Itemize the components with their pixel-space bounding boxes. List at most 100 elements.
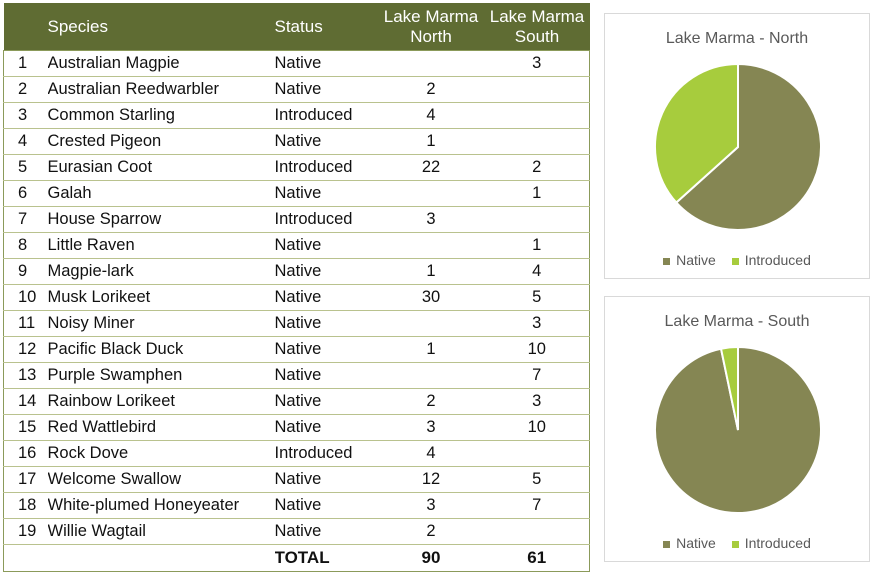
pie-slice-introduced [654,62,739,204]
species-name: Rock Dove [47,440,275,467]
header-species: Species [47,3,275,51]
south-count [484,206,590,233]
header-south-line-1: Lake Marma [489,6,585,26]
pie-slice-introduced [719,345,739,431]
status-value: Native [274,258,378,285]
total-north: 90 [421,548,441,567]
species-name: Rainbow Lorikeet [47,388,275,415]
table-row: 11 Noisy Miner Native 3 [3,310,590,337]
total-blank [48,545,275,572]
north-count: 1 [377,258,485,285]
north-count: 2 [377,76,485,103]
south-count [484,76,590,103]
north-pie-chart: Lake Marma - North Native Introduced [604,13,870,279]
legend-native-swatch [663,257,671,265]
north-count: 3 [377,206,485,233]
south-count: 3 [484,388,590,415]
south-count [484,128,590,155]
south-count: 7 [484,362,590,389]
table-row: 12 Pacific Black Duck Native 1 10 [3,336,590,363]
table-row: 14 Rainbow Lorikeet Native 2 3 [3,388,590,415]
species-name: Common Starling [47,102,275,129]
status-value: Native [274,336,378,363]
total-south: 61 [527,548,547,567]
legend-native-swatch [663,540,671,548]
total-row: TOTAL 90 61 [4,545,590,572]
north-count: 3 [377,492,485,519]
bird-species-table: Species Status Lake Marma North Lake Mar… [3,3,590,572]
table-row: 19 Willie Wagtail Native 2 [3,518,590,545]
row-number: 10 [3,284,48,311]
legend-native: Native [663,252,716,268]
north-count [377,310,485,337]
species-name: Magpie-lark [47,258,275,285]
row-number: 15 [3,414,48,441]
species-name: Musk Lorikeet [47,284,275,311]
north-count: 1 [377,128,485,155]
status-value: Native [274,518,378,545]
row-number: 14 [3,388,48,415]
status-value: Introduced [274,440,378,467]
table-row: 4 Crested Pigeon Native 1 [3,128,590,155]
species-name: Galah [47,180,275,207]
north-chart-legend: Native Introduced [605,252,869,268]
status-value: Native [274,76,378,103]
species-name: Red Wattlebird [47,414,275,441]
row-number: 16 [3,440,48,467]
status-value: Native [274,362,378,389]
row-number: 6 [3,180,48,207]
table-row: 18 White-plumed Honeyeater Native 3 7 [3,492,590,519]
north-count: 12 [377,466,485,493]
status-value: Native [274,284,378,311]
row-number: 18 [3,492,48,519]
south-count: 1 [484,232,590,259]
status-value: Native [274,492,378,519]
total-blank [4,545,48,572]
south-chart-title: Lake Marma - South [664,313,810,330]
row-number: 7 [3,206,48,233]
south-count: 10 [484,414,590,441]
header-south-line-2: South [514,26,560,46]
south-pie-chart: Lake Marma - South Native Introduced [604,296,870,562]
status-value: Introduced [274,206,378,233]
table-row: 10 Musk Lorikeet Native 30 5 [3,284,590,311]
row-number: 2 [3,76,48,103]
north-count: 2 [377,518,485,545]
legend-introduced-label: Introduced [744,252,811,268]
south-count [484,440,590,467]
row-number: 5 [3,154,48,181]
table-row: 9 Magpie-lark Native 1 4 [3,258,590,285]
south-count: 4 [484,258,590,285]
status-value: Native [274,180,378,207]
row-number: 11 [3,310,48,337]
legend-introduced: Introduced [731,535,811,551]
species-name: White-plumed Honeyeater [47,492,275,519]
north-pie-svg [654,62,822,231]
table-body: 1 Australian Magpie Native 3 2 Australian Ree… [3,50,590,572]
table-row: 6 Galah Native 1 [3,180,590,207]
table-row: 13 Purple Swamphen Native 7 [3,362,590,389]
species-name: Crested Pigeon [47,128,275,155]
header-number [3,3,48,51]
pie-slice-native [674,62,822,231]
south-count: 10 [484,336,590,363]
status-value: Native [274,388,378,415]
south-pie-svg [654,345,822,514]
species-name: Purple Swamphen [47,362,275,389]
row-number: 3 [3,102,48,129]
table-row: 2 Australian Reedwarbler Native 2 [3,76,590,103]
row-number: 17 [3,466,48,493]
header-status: Status [274,3,378,51]
status-value: Native [274,50,378,77]
header-north-line-1: Lake Marma [383,6,479,26]
species-name: Willie Wagtail [47,518,275,545]
table-header-row: Species Status Lake Marma North Lake Mar… [3,3,590,51]
status-value: Native [274,414,378,441]
status-value: Native [274,128,378,155]
north-count [377,362,485,389]
south-count: 5 [484,284,590,311]
species-name: Little Raven [47,232,275,259]
status-value: Introduced [274,154,378,181]
table-row: 3 Common Starling Introduced 4 [3,102,590,129]
header-lake-marma-north: Lake Marma North [377,3,485,51]
